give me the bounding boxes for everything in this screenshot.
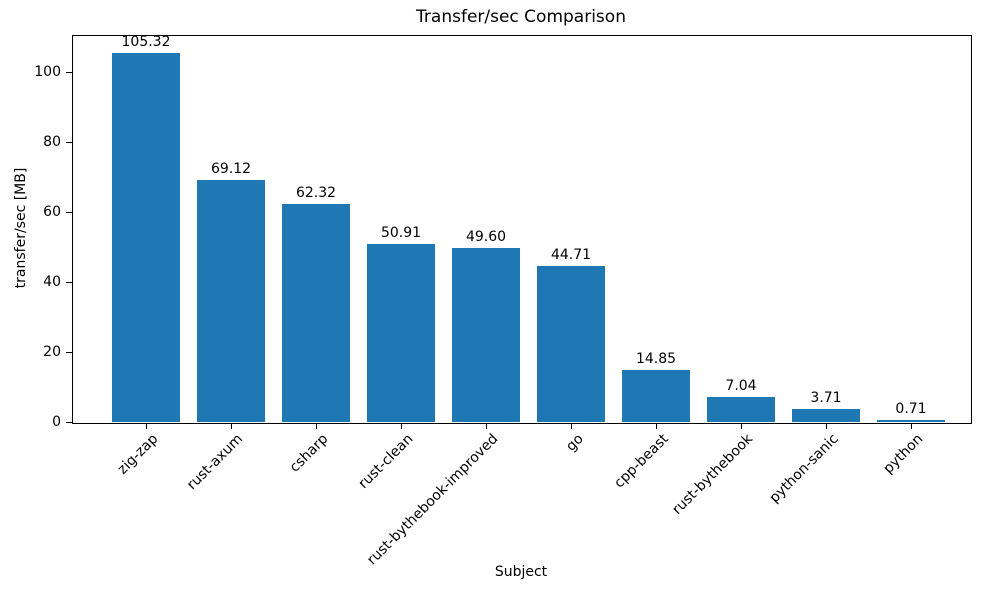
bar-value-label: 3.71 xyxy=(810,390,842,407)
x-tick-label: rust-clean xyxy=(355,431,417,492)
y-tick-label: 100 xyxy=(34,64,61,81)
x-tick-mark xyxy=(740,423,742,429)
bar-value-label: 44.71 xyxy=(550,246,592,263)
bar-value-label: 49.60 xyxy=(465,229,507,246)
y-tick-mark xyxy=(66,211,72,213)
x-tick-label: cpp-beast xyxy=(610,431,672,492)
bar-value-label: 69.12 xyxy=(210,161,252,178)
bar xyxy=(877,419,945,422)
x-tick-label: python xyxy=(880,431,927,477)
y-tick-label: 20 xyxy=(43,344,61,361)
y-axis-label: transfer/sec [MB] xyxy=(13,167,29,289)
y-tick-mark xyxy=(66,281,72,283)
y-tick-label: 0 xyxy=(52,414,61,430)
bar-value-label: 105.32 xyxy=(121,34,171,51)
y-tick-label: 80 xyxy=(43,134,61,151)
x-tick-mark xyxy=(230,423,232,429)
x-tick-mark xyxy=(910,423,912,429)
y-tick-label: 40 xyxy=(43,274,61,291)
bar-value-label: 50.91 xyxy=(380,224,422,241)
x-tick-label: rust-bythebook xyxy=(669,431,757,518)
bar-value-label: 14.85 xyxy=(635,351,677,368)
x-tick-mark xyxy=(400,423,402,429)
bar xyxy=(367,243,435,422)
x-tick-label: csharp xyxy=(286,431,332,476)
x-tick-label: zig-zap xyxy=(114,431,162,478)
bar xyxy=(197,180,265,422)
x-tick-label: python-sanic xyxy=(766,431,842,507)
x-tick-label: go xyxy=(562,431,587,455)
bar xyxy=(707,397,775,422)
bar xyxy=(537,265,605,422)
x-tick-mark xyxy=(570,423,572,429)
x-tick-mark xyxy=(315,423,317,429)
bar xyxy=(452,248,520,422)
y-tick-label: 60 xyxy=(43,204,61,221)
bar xyxy=(112,53,180,422)
bar xyxy=(622,370,690,422)
x-tick-mark xyxy=(485,423,487,429)
y-tick-mark xyxy=(66,71,72,73)
x-axis-label: Subject xyxy=(494,564,548,580)
bar-value-label: 7.04 xyxy=(725,378,757,395)
bar xyxy=(792,409,860,422)
x-tick-mark xyxy=(655,423,657,429)
bar-value-label: 0.71 xyxy=(895,400,927,417)
bar xyxy=(282,203,350,422)
x-tick-mark xyxy=(145,423,147,429)
y-tick-mark xyxy=(66,351,72,353)
chart-title: Transfer/sec Comparison xyxy=(416,7,626,27)
y-tick-mark xyxy=(66,141,72,143)
bar-value-label: 62.32 xyxy=(295,184,337,201)
x-tick-mark xyxy=(825,423,827,429)
y-tick-mark xyxy=(66,421,72,423)
x-tick-label: rust-axum xyxy=(184,431,247,494)
